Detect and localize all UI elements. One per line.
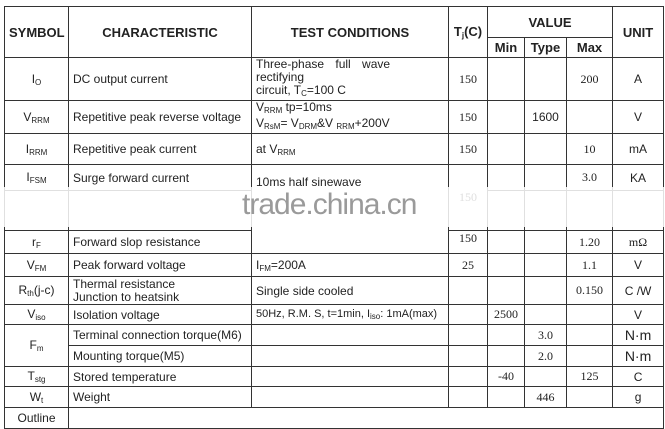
header-tj: Tj(C) [448, 6, 488, 58]
watermark: trade.china.cn [242, 188, 417, 221]
table-row: Outline [4, 407, 665, 429]
header-type: Type [524, 37, 567, 58]
header-symbol: SYMBOL [4, 6, 69, 58]
table-row: Mounting torque(M5) 2.0 N·m [5, 345, 665, 367]
table-row: Tstg Stored temperature -40 125 C [4, 366, 665, 387]
header-min: Min [487, 37, 525, 58]
table-row: Rth(j-c) Thermal resistance Junction to h… [4, 276, 665, 305]
header-test-conditions: TEST CONDITIONS [251, 6, 449, 58]
header-characteristic: CHARACTERISTIC [68, 6, 252, 58]
header-unit: UNIT [612, 6, 665, 58]
table-row: Viso Isolation voltage 50Hz, R.M. S, t=1… [4, 304, 665, 325]
table-row: Fm Terminal connection torque(M6) 3.0 N·… [4, 324, 665, 367]
watermark-band [0, 187, 665, 227]
table-row: IRRM Repetitive peak current at VRRM 150… [4, 133, 665, 165]
table-row: Wt Weight 446 g [4, 386, 665, 408]
header-value: VALUE [486, 6, 614, 38]
table-row: IO DC output current Three-phase full wa… [4, 57, 665, 101]
header-max: Max [565, 37, 614, 58]
table-row: VRRM Repetitive peak reverse voltage VRR… [4, 100, 665, 134]
table-row: VFM Peak forward voltage IFM=200A 25 1.1… [4, 253, 665, 277]
table-row: rF Forward slop resistance 150 1.20 mΩ [4, 230, 665, 254]
